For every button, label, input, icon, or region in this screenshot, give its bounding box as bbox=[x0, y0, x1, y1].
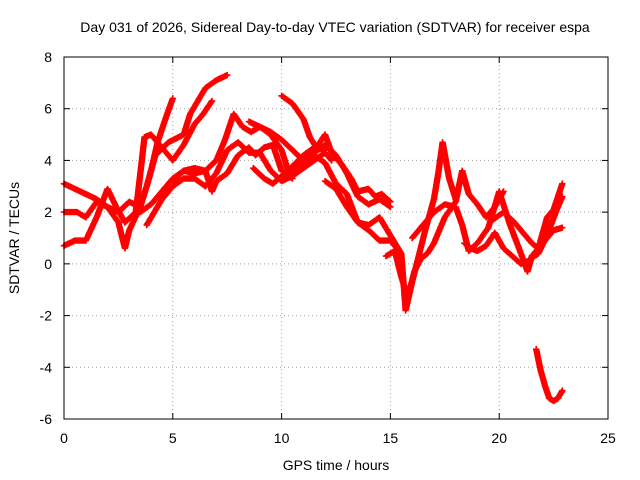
x-tick-label: 20 bbox=[491, 430, 507, 446]
x-tick-label: 15 bbox=[383, 430, 399, 446]
data-point-markers bbox=[533, 346, 566, 405]
x-axis-label: GPS time / hours bbox=[283, 457, 390, 473]
x-tick-label: 0 bbox=[60, 430, 68, 446]
chart-title: Day 031 of 2026, Sidereal Day-to-day VTE… bbox=[80, 19, 590, 35]
y-tick-label: 6 bbox=[44, 101, 52, 117]
series-arc-6 bbox=[169, 141, 296, 195]
series-arc-15 bbox=[533, 346, 566, 405]
y-tick-label: -2 bbox=[40, 308, 53, 324]
axis-ticks: 0 5 10 15 20 25 -6 -4 -2 0 2 4 6 8 bbox=[40, 49, 616, 446]
y-axis-label: SDTVAR / TECUs bbox=[6, 182, 22, 294]
data-point-markers bbox=[169, 141, 296, 195]
data-point-markers bbox=[382, 167, 507, 301]
plot-frame bbox=[63, 56, 609, 420]
y-tick-label: -4 bbox=[40, 359, 53, 375]
y-tick-label: -6 bbox=[40, 411, 53, 427]
series-arc-11 bbox=[382, 167, 507, 301]
x-tick-label: 25 bbox=[600, 430, 616, 446]
x-tick-label: 10 bbox=[274, 430, 290, 446]
y-tick-label: 4 bbox=[44, 152, 52, 168]
data-point-markers bbox=[489, 180, 566, 252]
x-tick-label: 5 bbox=[169, 430, 177, 446]
series-arc-1 bbox=[60, 95, 176, 252]
y-tick-label: 8 bbox=[44, 49, 52, 65]
y-tick-label: 2 bbox=[44, 204, 52, 220]
data-point-markers bbox=[278, 92, 394, 205]
series-arc-8 bbox=[278, 92, 394, 205]
data-point-markers bbox=[60, 95, 176, 252]
y-tick-label: 0 bbox=[44, 256, 52, 272]
data-points bbox=[60, 71, 566, 405]
series-arc-14 bbox=[489, 180, 566, 252]
